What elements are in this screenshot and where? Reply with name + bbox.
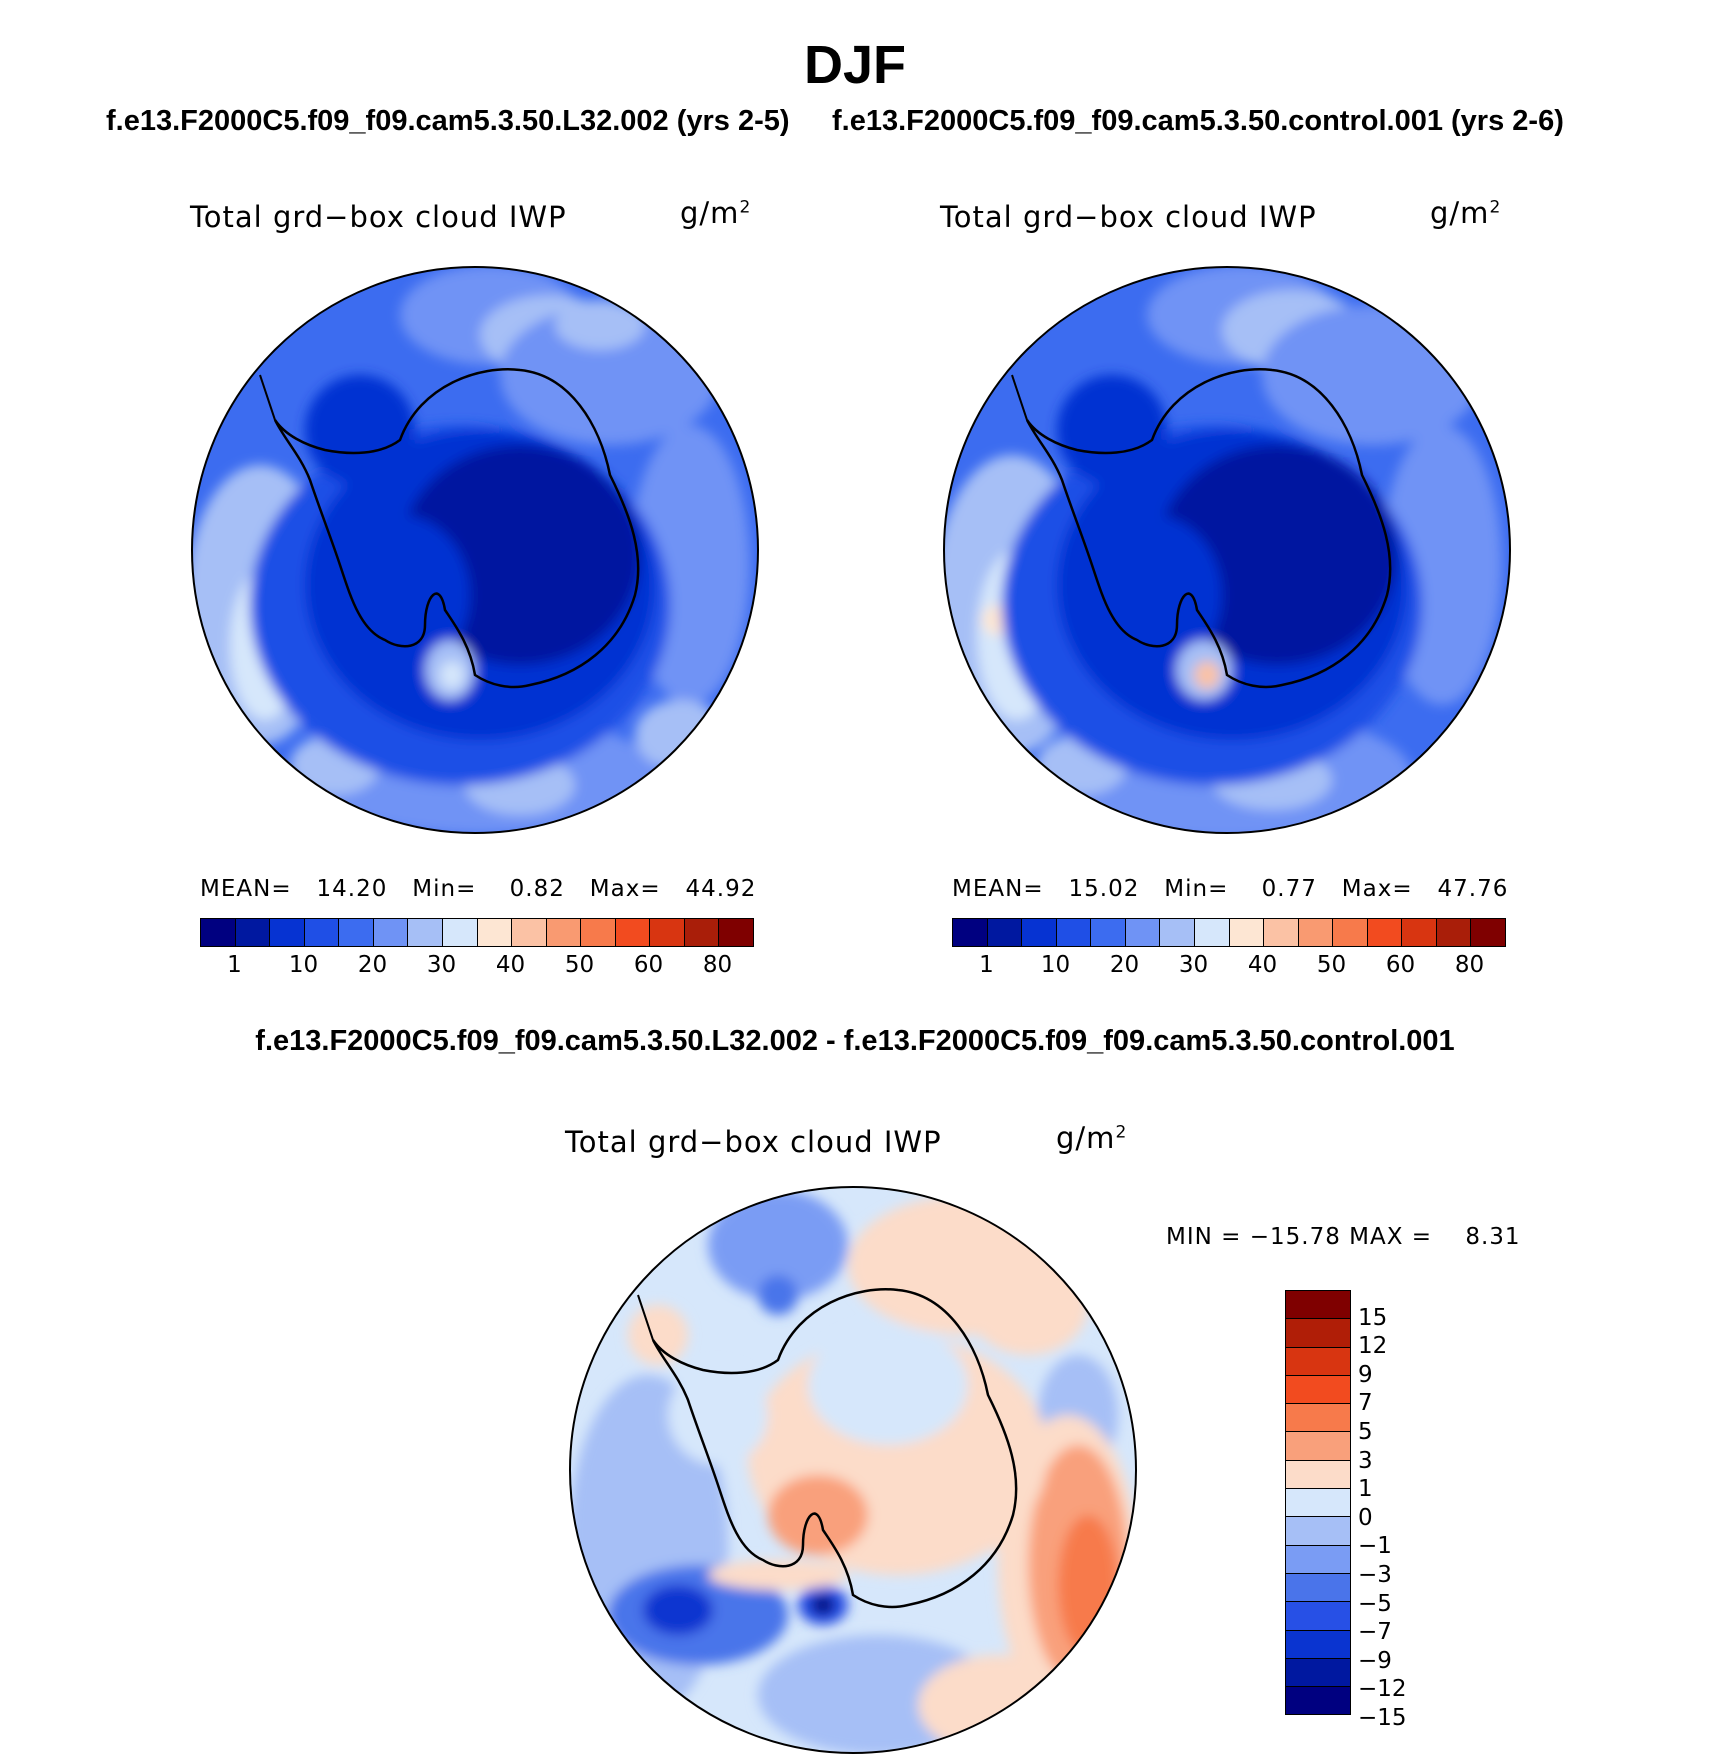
- colorbar-swatch: [1022, 919, 1057, 946]
- colorbar-swatch: [1160, 919, 1195, 946]
- colorbar-swatch: [1229, 919, 1265, 946]
- colorbar-swatch: [1286, 1460, 1350, 1490]
- colorbar-swatch: [1091, 919, 1126, 946]
- colorbar-swatch: [581, 919, 616, 946]
- colorbar-swatch: [1286, 1658, 1350, 1688]
- colorbar-tick-label: 50: [1316, 952, 1347, 978]
- colorbar-swatch: [1286, 1291, 1350, 1320]
- colorbar-swatch: [1286, 1319, 1350, 1348]
- colorbar-swatch: [235, 919, 271, 946]
- left-run-title: f.e13.F2000C5.f09_f09.cam5.3.50.L32.002 …: [106, 105, 790, 137]
- colorbar-tick-label: 3: [1358, 1447, 1373, 1474]
- colorbar-tick-label: 60: [1385, 952, 1416, 978]
- colorbar-tick-label: 30: [1178, 952, 1209, 978]
- colorbar-swatch: [719, 919, 753, 946]
- colorbar-tick-label: −9: [1358, 1647, 1392, 1674]
- colorbar-swatch: [1125, 919, 1161, 946]
- colorbar-swatch: [1056, 919, 1092, 946]
- colorbar-tick-label: −15: [1358, 1705, 1407, 1731]
- colorbar-swatch: [512, 919, 547, 946]
- colorbar-swatch: [684, 919, 720, 946]
- colorbar-swatch: [477, 919, 513, 946]
- colorbar-swatch: [442, 919, 478, 946]
- colorbar-tick-label: 10: [288, 952, 319, 978]
- right-run-title: f.e13.F2000C5.f09_f09.cam5.3.50.control.…: [832, 105, 1564, 137]
- colorbar-swatch: [1286, 1404, 1350, 1433]
- colorbar-swatch: [201, 919, 236, 946]
- colorbar-swatch: [650, 919, 685, 946]
- colorbar-swatch: [373, 919, 409, 946]
- colorbar-swatch: [270, 919, 305, 946]
- colorbar-swatch: [1286, 1687, 1350, 1715]
- colorbar-tick-label: −3: [1358, 1562, 1392, 1588]
- left-colorbar: [200, 918, 754, 947]
- colorbar-tick-label: 1: [227, 952, 242, 978]
- figure-title: DJF: [803, 35, 906, 95]
- colorbar-swatch: [1471, 919, 1505, 946]
- colorbar-tick-label: 20: [1109, 952, 1140, 978]
- colorbar-tick-label: 7: [1358, 1390, 1373, 1417]
- colorbar-swatch: [615, 919, 651, 946]
- colorbar-tick-label: −12: [1358, 1676, 1407, 1703]
- colorbar-tick-label: 40: [1247, 952, 1278, 978]
- colorbar-swatch: [1286, 1517, 1350, 1546]
- diff-stats: MIN = −15.78 MAX = 8.31: [1166, 1224, 1521, 1250]
- colorbar-tick-label: −5: [1358, 1590, 1392, 1617]
- colorbar-swatch: [339, 919, 374, 946]
- colorbar-tick-label: 80: [1454, 952, 1485, 978]
- colorbar-swatch: [1194, 919, 1230, 946]
- diff-colorbar: [1285, 1290, 1351, 1716]
- difference-title: f.e13.F2000C5.f09_f09.cam5.3.50.L32.002 …: [255, 1025, 1455, 1057]
- diff-polar-map: [569, 1186, 1137, 1754]
- colorbar-swatch: [1286, 1375, 1350, 1405]
- colorbar-swatch: [304, 919, 340, 946]
- colorbar-swatch: [1286, 1489, 1350, 1518]
- right-variable-label: Total grd−box cloud IWP: [940, 200, 1317, 234]
- left-units-label: g/m2: [680, 196, 752, 230]
- colorbar-swatch: [1402, 919, 1437, 946]
- colorbar-swatch: [1333, 919, 1368, 946]
- left-variable-label: Total grd−box cloud IWP: [190, 200, 567, 234]
- colorbar-tick-label: −1: [1358, 1533, 1392, 1560]
- colorbar-tick-label: 9: [1358, 1361, 1373, 1388]
- colorbar-swatch: [546, 919, 582, 946]
- colorbar-tick-label: 20: [357, 952, 388, 978]
- colorbar-swatch: [1286, 1573, 1350, 1603]
- colorbar-swatch: [1286, 1347, 1350, 1376]
- diff-units-label: g/m2: [1056, 1121, 1128, 1155]
- colorbar-tick-label: 60: [633, 952, 664, 978]
- colorbar-swatch: [1286, 1602, 1350, 1631]
- colorbar-swatch: [1286, 1630, 1350, 1659]
- colorbar-tick-label: 5: [1358, 1419, 1373, 1445]
- colorbar-tick-label: 10: [1040, 952, 1071, 978]
- colorbar-swatch: [1286, 1545, 1350, 1574]
- colorbar-tick-label: 1: [979, 952, 994, 978]
- colorbar-tick-label: −7: [1358, 1619, 1392, 1646]
- colorbar-tick-label: 1: [1358, 1476, 1373, 1503]
- left-stats: MEAN= 14.20 Min= 0.82 Max= 44.92: [200, 876, 757, 902]
- colorbar-swatch: [1286, 1432, 1350, 1461]
- right-colorbar: [952, 918, 1506, 947]
- right-units-label: g/m2: [1430, 196, 1502, 230]
- colorbar-swatch: [1264, 919, 1299, 946]
- colorbar-swatch: [987, 919, 1023, 946]
- colorbar-tick-label: 30: [426, 952, 457, 978]
- colorbar-swatch: [408, 919, 443, 946]
- colorbar-tick-label: 40: [495, 952, 526, 978]
- colorbar-swatch: [953, 919, 988, 946]
- colorbar-tick-label: 80: [702, 952, 733, 978]
- colorbar-swatch: [1367, 919, 1403, 946]
- colorbar-swatch: [1436, 919, 1472, 946]
- colorbar-tick-label: 12: [1358, 1333, 1388, 1360]
- diff-variable-label: Total grd−box cloud IWP: [565, 1125, 942, 1159]
- right-polar-map: [943, 266, 1511, 834]
- right-stats: MEAN= 15.02 Min= 0.77 Max= 47.76: [952, 876, 1509, 902]
- colorbar-tick-label: 15: [1358, 1304, 1388, 1331]
- colorbar-tick-label: 50: [564, 952, 595, 978]
- left-polar-map: [191, 266, 759, 834]
- colorbar-tick-label: 0: [1358, 1504, 1373, 1531]
- colorbar-swatch: [1298, 919, 1334, 946]
